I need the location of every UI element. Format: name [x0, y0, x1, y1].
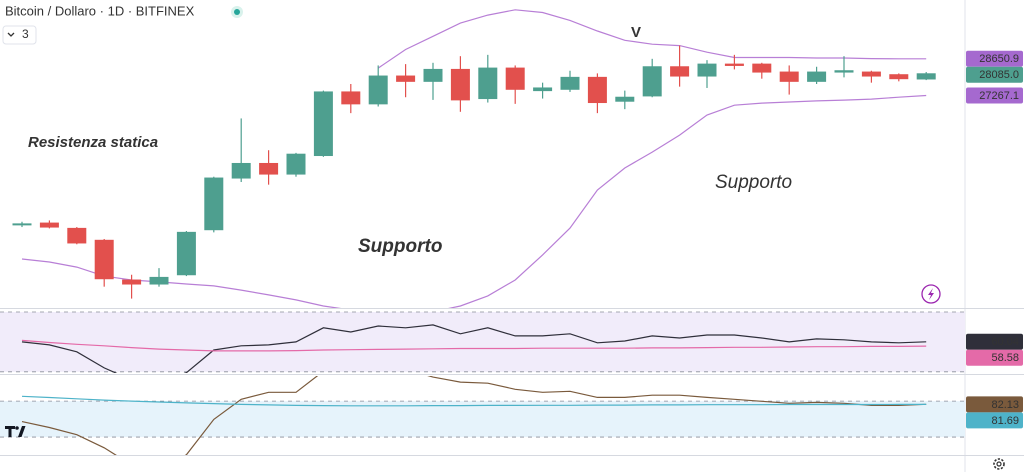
annotation: Supporto: [358, 236, 442, 257]
indicator-line: [21, 324, 927, 373]
price-tag: [966, 50, 1023, 67]
candle-body: [94, 239, 114, 280]
price-tag-label: 81.69: [991, 415, 1019, 427]
annotation: Resistenza statica: [28, 134, 158, 151]
candle-body: [39, 222, 59, 228]
candle-body: [286, 153, 306, 175]
price-tag: [966, 66, 1023, 83]
candle-body: [313, 91, 333, 157]
price-tag-label: 82.13: [991, 399, 1019, 411]
price-tag-label: 58.58: [991, 352, 1019, 364]
price-tag-label: 28085.0: [979, 69, 1019, 81]
chart-title: Bitcoin / Dollaro · 1D · BITFINEX: [5, 3, 195, 18]
candle-body: [916, 73, 936, 80]
settings-icon[interactable]: [993, 458, 1005, 470]
indicator-line: [377, 9, 927, 69]
settings-icon: [996, 461, 1002, 467]
candle-body: [587, 76, 607, 104]
price-tag-label: 27267.1: [979, 90, 1019, 102]
candle-body: [12, 223, 32, 226]
indicator-toggle[interactable]: [2, 25, 37, 45]
price-tag-label: 28650.9: [979, 53, 1019, 65]
price-tag: [966, 396, 1023, 413]
candle-body: [67, 227, 87, 244]
candle-body: [861, 71, 881, 77]
candle-body: [889, 74, 909, 80]
pane-band: [0, 401, 965, 438]
indicator-line: [21, 94, 927, 308]
candle-body: [642, 66, 662, 97]
rsi-pane: [0, 311, 965, 373]
candle-body: [478, 67, 498, 100]
candle-body: [779, 71, 799, 82]
cci-pane: [0, 376, 965, 455]
candle-body: [341, 91, 361, 105]
indicator-line: [21, 376, 927, 455]
candle-body: [560, 76, 580, 90]
candle-body: [505, 67, 525, 90]
candle-body: [423, 68, 443, 82]
annotation: Supporto: [715, 172, 792, 193]
price-tag-label: 60.04: [991, 336, 1019, 348]
candle-body: [697, 63, 717, 77]
candle-body: [752, 63, 772, 73]
candle-body: [396, 75, 416, 82]
candle-body: [176, 231, 196, 276]
indicator-count[interactable]: 3: [22, 27, 29, 41]
candle-body: [670, 66, 690, 77]
price-tag: [966, 349, 1023, 366]
price-tag: [966, 412, 1023, 429]
candle-body: [122, 279, 142, 285]
candle-body: [204, 177, 224, 231]
candle-body: [149, 276, 169, 285]
annotation: V: [631, 24, 641, 41]
candle-body: [615, 96, 635, 102]
candle-body: [834, 70, 854, 73]
candle-body: [724, 63, 744, 66]
candle-body: [807, 71, 827, 82]
price-tag: [966, 87, 1023, 104]
candle-body: [450, 68, 470, 101]
main-pane: Resistenza statica Supporto Supporto V: [12, 9, 936, 308]
indicator-line: [21, 339, 927, 352]
logo: [15, 426, 19, 430]
candle-body: [259, 162, 279, 175]
candle-body: [368, 75, 388, 105]
status-dot: [234, 9, 240, 15]
overlay: Bitcoin / Dollaro · 1D · BITFINEX 3 2865…: [2, 3, 1023, 470]
chevron-icon: [7, 32, 15, 37]
alert-icon-bolt: [928, 288, 934, 300]
indicator-line: [21, 395, 927, 407]
candle-body: [231, 162, 251, 179]
pane-band: [0, 311, 965, 372]
logo: [5, 426, 26, 437]
candle-body: [533, 87, 553, 92]
price-tag: [966, 333, 1023, 350]
